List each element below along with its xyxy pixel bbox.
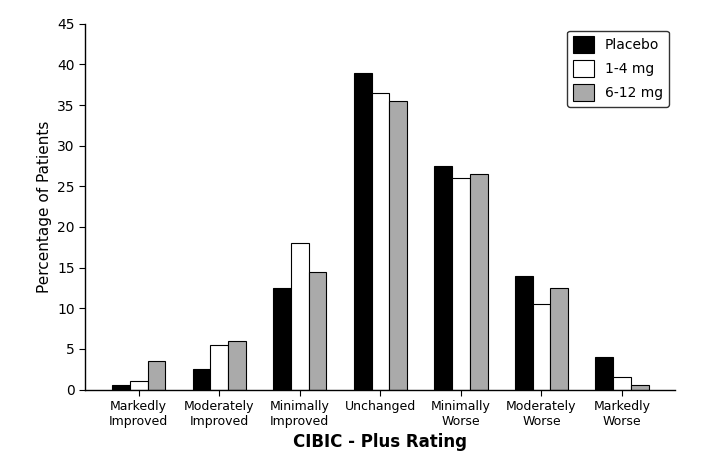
Bar [533,304,550,390]
Bar [452,178,470,390]
Bar [193,369,210,389]
Bar [354,73,372,390]
Bar [130,381,148,389]
Bar [112,385,130,390]
Bar [210,345,228,389]
Bar [228,341,246,390]
Bar [148,361,166,390]
Bar [631,385,648,390]
Bar [515,276,533,390]
Bar [613,377,631,390]
Bar [291,243,309,390]
Bar [434,166,452,390]
Bar [595,357,613,389]
Bar [389,101,407,390]
Bar [309,272,326,390]
X-axis label: CIBIC - Plus Rating: CIBIC - Plus Rating [294,434,467,451]
Bar [470,174,488,390]
Bar [372,93,389,390]
Bar [550,288,568,389]
Bar [273,288,291,389]
Legend: Placebo, 1-4 mg, 6-12 mg: Placebo, 1-4 mg, 6-12 mg [567,31,668,106]
Y-axis label: Percentage of Patients: Percentage of Patients [37,121,52,293]
